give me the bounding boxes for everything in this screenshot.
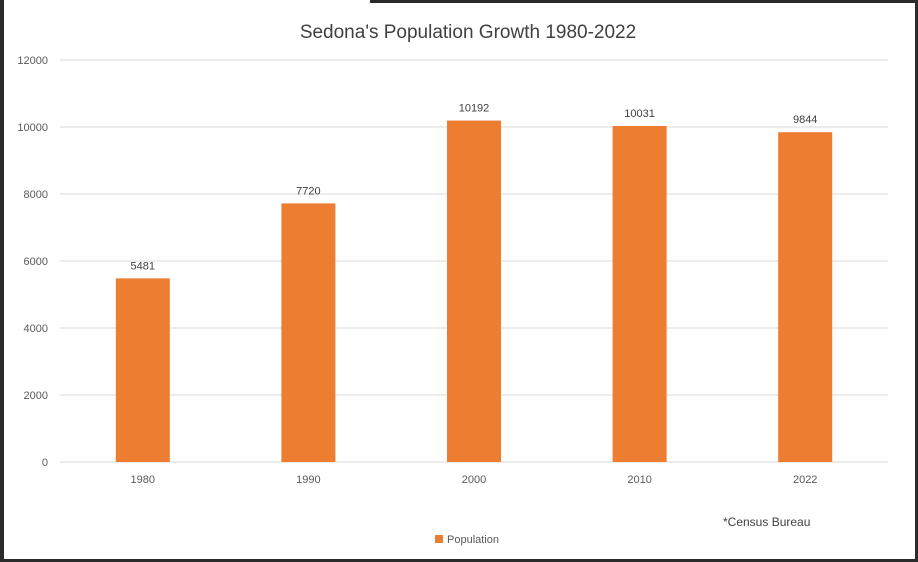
data-label-2010: 10031 — [624, 108, 655, 120]
data-label-1980: 5481 — [131, 260, 155, 272]
y-tick-label: 4000 — [24, 323, 48, 335]
data-label-2022: 9844 — [793, 114, 817, 126]
data-labels: 5481 7720 10192 10031 9844 — [131, 103, 818, 273]
x-tick-label-2010: 2010 — [627, 474, 651, 486]
legend: Population — [435, 534, 499, 546]
x-axis-ticks: 1980 1990 2000 2010 2022 — [131, 474, 818, 486]
y-axis-ticks: 0 2000 4000 6000 8000 10000 12000 — [17, 55, 48, 469]
bar-2010 — [612, 125, 667, 463]
y-tick-label: 0 — [42, 457, 48, 469]
x-tick-label-2000: 2000 — [462, 474, 486, 486]
y-tick-label: 10000 — [17, 122, 48, 134]
frame-top-edge — [370, 0, 918, 3]
bar-2022 — [778, 132, 833, 462]
bars — [115, 120, 833, 463]
y-tick-label: 12000 — [17, 55, 48, 67]
legend-swatch-population — [435, 535, 443, 543]
source-note: *Census Bureau — [723, 515, 810, 529]
data-label-1990: 7720 — [296, 185, 320, 197]
data-label-2000: 10192 — [459, 103, 490, 115]
y-tick-label: 8000 — [24, 189, 48, 201]
chart-title: Sedona's Population Growth 1980-2022 — [300, 22, 636, 43]
y-tick-label: 6000 — [24, 256, 48, 268]
bar-1990 — [281, 203, 336, 462]
legend-label-population: Population — [447, 534, 499, 546]
bar-2000 — [447, 120, 501, 463]
y-tick-label: 2000 — [24, 390, 48, 402]
bar-1980 — [115, 278, 170, 462]
x-tick-label-1990: 1990 — [296, 474, 320, 486]
x-tick-label-1980: 1980 — [131, 474, 155, 486]
x-tick-label-2022: 2022 — [793, 474, 817, 486]
